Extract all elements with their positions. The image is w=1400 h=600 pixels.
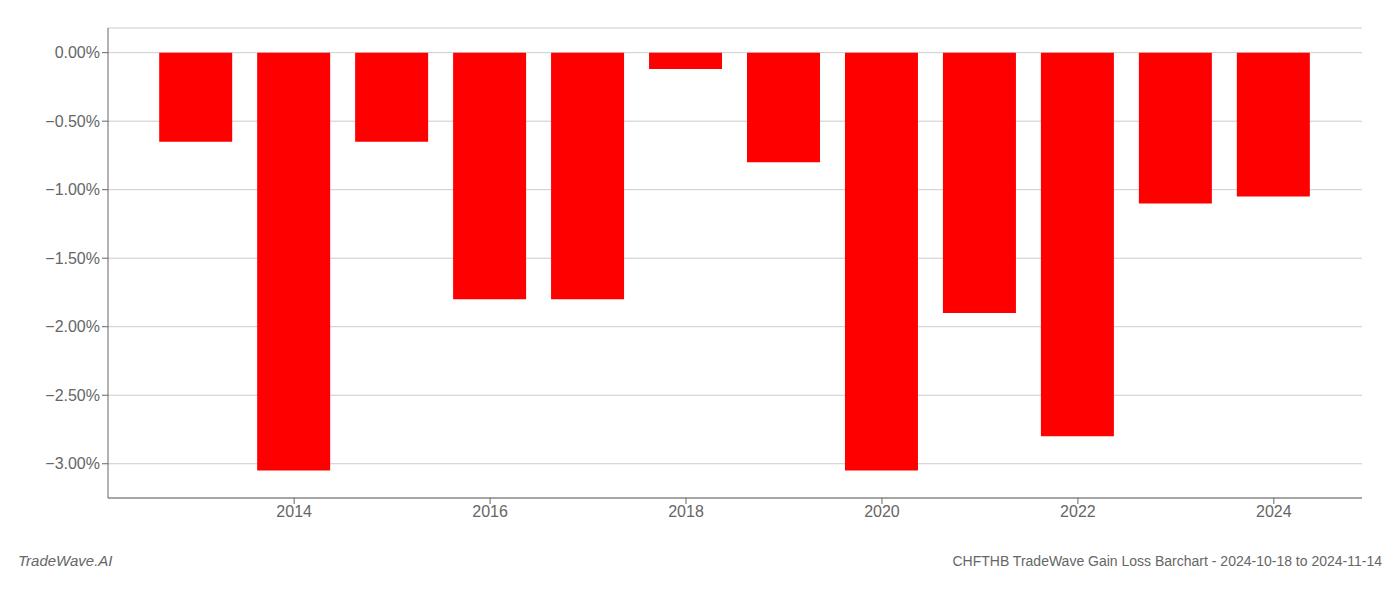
svg-text:−1.00%: −1.00% — [45, 181, 100, 198]
svg-text:0.00%: 0.00% — [55, 44, 100, 61]
svg-text:2014: 2014 — [276, 503, 312, 520]
html-text:TradeWave.AI: TradeWave.AI — [18, 552, 113, 569]
svg-text:−0.50%: −0.50% — [45, 113, 100, 130]
svg-text:−3.00%: −3.00% — [45, 455, 100, 472]
svg-text:2020: 2020 — [864, 503, 900, 520]
svg-text:−1.50%: −1.50% — [45, 250, 100, 267]
svg-text:2024: 2024 — [1256, 503, 1292, 520]
svg-text:2022: 2022 — [1060, 503, 1096, 520]
svg-text:2018: 2018 — [668, 503, 704, 520]
html-text:CHFTHB TradeWave Gain Loss Bar: CHFTHB TradeWave Gain Loss Barchart - 20… — [952, 553, 1382, 569]
svg-text:2016: 2016 — [472, 503, 508, 520]
svg-text:−2.50%: −2.50% — [45, 387, 100, 404]
svg-text:−2.00%: −2.00% — [45, 318, 100, 335]
